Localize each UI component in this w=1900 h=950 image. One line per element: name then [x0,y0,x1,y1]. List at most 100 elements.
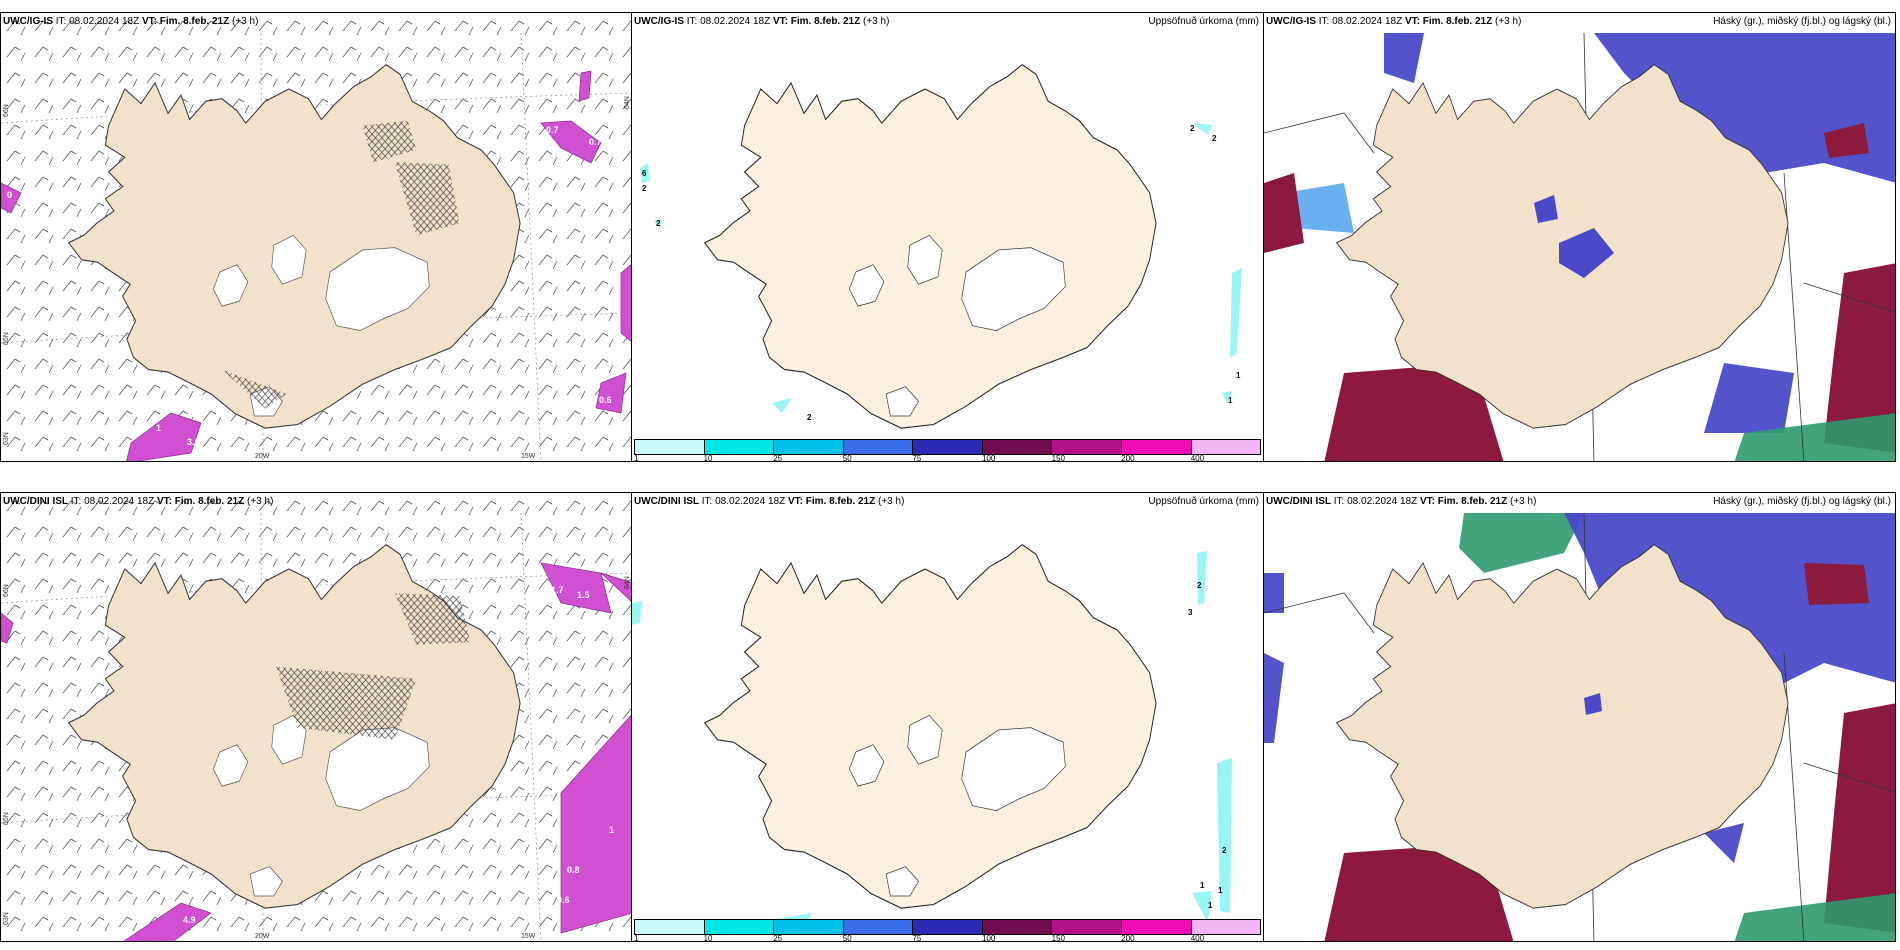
contour-label: 0.7 [546,125,559,135]
legend-tick: 1 [634,454,639,462]
legend-tick: 400 [1190,934,1205,942]
contour-label: 1 [1208,901,1213,910]
contour-label: 1 [609,825,614,835]
legend-tick: 50 [842,454,852,462]
lon-label: 20W [255,453,270,460]
legend-tick: 10 [703,934,713,942]
lon-label: 15W [521,933,536,940]
panel-title: Uppsöfnuð úrkoma (mm) [1148,16,1259,27]
legend-tick: 75 [912,934,922,942]
legend-swatch [774,440,844,454]
contour-label: 1.5 [577,590,590,600]
panel-header: UWC/DINI ISL IT: 08.02.2024 18Z VT: Fim.… [3,496,274,507]
contour-label: 0.6 [599,395,612,405]
precip-legend: 1 10 25 50 75 100 150 200 400 [632,437,1263,461]
legend-swatch [1052,440,1122,454]
precip-map: 2 3 2 1 1 1 [632,543,1232,933]
panel-title: Háský (gr.), miðský (fj.bl.) og lágský (… [1713,16,1891,27]
panel-header: UWC/DINI ISL IT: 08.02.2024 18Z VT: Fim.… [1266,496,1537,507]
wind-map: 1.7 1.5 0.8 0.6 4.9 1 [1,493,631,941]
legend-tick: 10 [703,454,713,462]
legend-swatches [634,919,1261,935]
legend-swatch [913,440,983,454]
contour-label: 1 [1228,396,1233,405]
lon-label: 20W [255,933,270,940]
panel-header: UWC/IG-IS IT: 08.02.2024 18Z VT: Fim. 8.… [1266,16,1522,27]
legend-swatch [635,920,705,934]
contour-label: 2 [807,413,812,422]
map-panel-clouds-dini: UWC/DINI ISL IT: 08.02.2024 18Z VT: Fim.… [1263,492,1896,942]
lat-label: 64N [624,96,631,109]
legend-swatch [774,920,844,934]
lat-label: 66N [3,104,10,117]
cloud-map [1264,512,1895,941]
contour-label: 0.4 [611,340,624,350]
panel-header: UWC/IG-IS IT: 08.02.2024 18Z VT: Fim. 8.… [3,16,259,27]
panel-header: UWC/IG-IS IT: 08.02.2024 18Z VT: Fim. 8.… [634,16,890,27]
legend-swatch [635,440,705,454]
precip-map: 6 2 2 2 2 2 1 1 [640,63,1242,429]
contour-label: 0 [7,190,12,200]
legend-swatch [982,920,1053,934]
contour-label: 2 [642,184,647,193]
contour-label: 3 [1188,608,1193,617]
panel-title: Uppsöfnuð úrkoma (mm) [1148,496,1259,507]
contour-label: 1 [1236,371,1241,380]
contour-label: 2 [656,219,661,228]
contour-label: 1 [1218,886,1223,895]
map-panel-clouds-igis: UWC/IG-IS IT: 08.02.2024 18Z VT: Fim. 8.… [1263,12,1896,462]
contour-label: 1.7 [551,585,564,595]
contour-label: 4.9 [183,915,196,925]
legend-swatch [1191,440,1261,454]
lat-label: 63N [3,432,10,445]
legend-tick: 200 [1121,454,1135,462]
legend-swatch [1121,440,1192,454]
precip-legend: 1 10 25 50 75 100 150 200 400 [632,917,1263,941]
contour-label: 0.8 [567,865,580,875]
legend-tick: 150 [1051,934,1065,942]
map-panel-precip-dini: UWC/DINI ISL IT: 08.02.2024 18Z VT: Fim.… [631,492,1264,942]
legend-tick: 1 [634,934,639,942]
contour-label: 1 [156,423,161,433]
panel-title: Háský (gr.), miðský (fj.bl.) og lágský (… [1713,496,1891,507]
legend-ticks: 1 10 25 50 75 100 150 200 400 [634,454,1261,462]
legend-swatch [1121,920,1192,934]
contour-label: 0.6 [557,895,570,905]
legend-swatch [843,920,914,934]
lat-label: 63N [3,912,10,925]
legend-tick: 50 [842,934,852,942]
legend-tick: 100 [981,454,996,462]
cloud-map [1264,32,1895,461]
panel-header: UWC/DINI ISL IT: 08.02.2024 18Z VT: Fim.… [634,496,905,507]
legend-tick: 200 [1121,934,1135,942]
legend-swatch [704,920,775,934]
lat-label: 64N [624,576,631,589]
legend-swatch [843,440,914,454]
contour-label: 0.7 [589,137,602,147]
lat-label: 66N [3,584,10,597]
contour-label: 1 [1200,881,1205,890]
lon-label: 15W [521,453,536,460]
wind-map: 0.7 0.7 0.4 0.6 3.6 1 0 [1,13,631,461]
legend-tick: 400 [1190,454,1205,462]
lat-label: 65N [3,812,10,825]
contour-label: 2 [1190,124,1195,133]
map-panel-wind-igis: UWC/IG-IS IT: 08.02.2024 18Z VT: Fim. 8.… [0,12,632,462]
legend-swatch [1052,920,1122,934]
lat-label: 65N [3,332,10,345]
legend-tick: 75 [912,454,922,462]
contour-label: 2 [1197,581,1202,590]
map-panel-precip-igis: UWC/IG-IS IT: 08.02.2024 18Z VT: Fim. 8.… [631,12,1264,462]
map-panel-wind-dini: UWC/DINI ISL IT: 08.02.2024 18Z VT: Fim.… [0,492,632,942]
legend-swatch [704,440,775,454]
legend-swatch [1191,920,1261,934]
contour-label: 2 [1222,846,1227,855]
legend-swatch [982,440,1053,454]
legend-swatches [634,439,1261,455]
legend-tick: 150 [1051,454,1065,462]
legend-swatch [913,920,983,934]
contour-label: 2 [1212,134,1217,143]
legend-tick: 25 [773,454,783,462]
contour-label: 3.6 [187,437,200,447]
legend-tick: 100 [981,934,996,942]
